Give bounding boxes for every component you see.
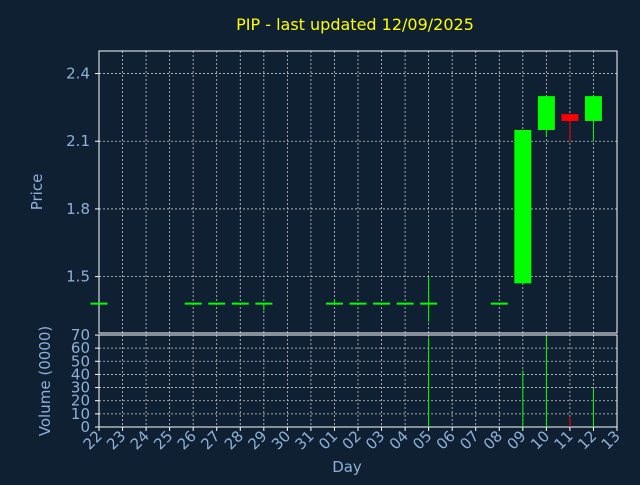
volume-tick-label: 60 xyxy=(71,339,90,357)
candle-body xyxy=(537,96,555,130)
x-tick-label: 07 xyxy=(456,427,482,453)
x-tick-label: 08 xyxy=(480,427,506,453)
x-axis: 2223242526272829303101020304050607080910… xyxy=(80,427,624,453)
x-tick-label: 04 xyxy=(386,427,412,453)
x-tick-label: 24 xyxy=(127,427,153,453)
volume-tick-label: 70 xyxy=(71,326,90,344)
x-tick-label: 03 xyxy=(362,427,388,453)
volume-tick-label: 20 xyxy=(71,392,90,410)
x-tick-label: 12 xyxy=(574,427,600,453)
chart-title: PIP - last updated 12/09/2025 xyxy=(236,15,474,34)
x-tick-label: 28 xyxy=(221,427,247,453)
volume-axis-label: Volume (0000) xyxy=(36,326,54,436)
price-axis-label: Price xyxy=(28,174,46,211)
candle-body xyxy=(561,114,579,121)
x-tick-label: 11 xyxy=(551,427,577,453)
price-tick-label: 1.5 xyxy=(66,268,90,286)
x-tick-label: 27 xyxy=(197,427,223,453)
candle-body xyxy=(514,129,532,284)
volume-tick-label: 0 xyxy=(80,418,90,436)
volume-tick-label: 40 xyxy=(71,365,90,383)
x-axis-label: Day xyxy=(332,458,362,476)
x-tick-label: 29 xyxy=(244,427,270,453)
x-tick-label: 09 xyxy=(503,427,529,453)
candle-body xyxy=(584,96,602,121)
x-tick-label: 30 xyxy=(268,427,294,453)
x-tick-label: 31 xyxy=(292,427,318,453)
price-tick-label: 1.8 xyxy=(66,200,90,218)
x-tick-label: 23 xyxy=(103,427,129,453)
price-panel: 1.5 1.8 2.1 2.4 xyxy=(66,50,618,334)
x-tick-label: 26 xyxy=(174,427,200,453)
volume-tick-label: 30 xyxy=(71,379,90,397)
x-tick-label: 01 xyxy=(315,427,341,453)
price-tick-label: 2.4 xyxy=(66,65,90,83)
x-tick-label: 05 xyxy=(409,427,435,453)
x-tick-label: 25 xyxy=(150,427,176,453)
price-panel-frame xyxy=(98,50,618,334)
price-tick-label: 2.1 xyxy=(66,132,90,150)
x-tick-label: 02 xyxy=(339,427,365,453)
volume-tick-label: 10 xyxy=(71,405,90,423)
volume-tick-label: 50 xyxy=(71,352,90,370)
x-tick-label: 06 xyxy=(433,427,459,453)
x-tick-label: 13 xyxy=(598,427,624,453)
x-tick-label: 10 xyxy=(527,427,553,453)
